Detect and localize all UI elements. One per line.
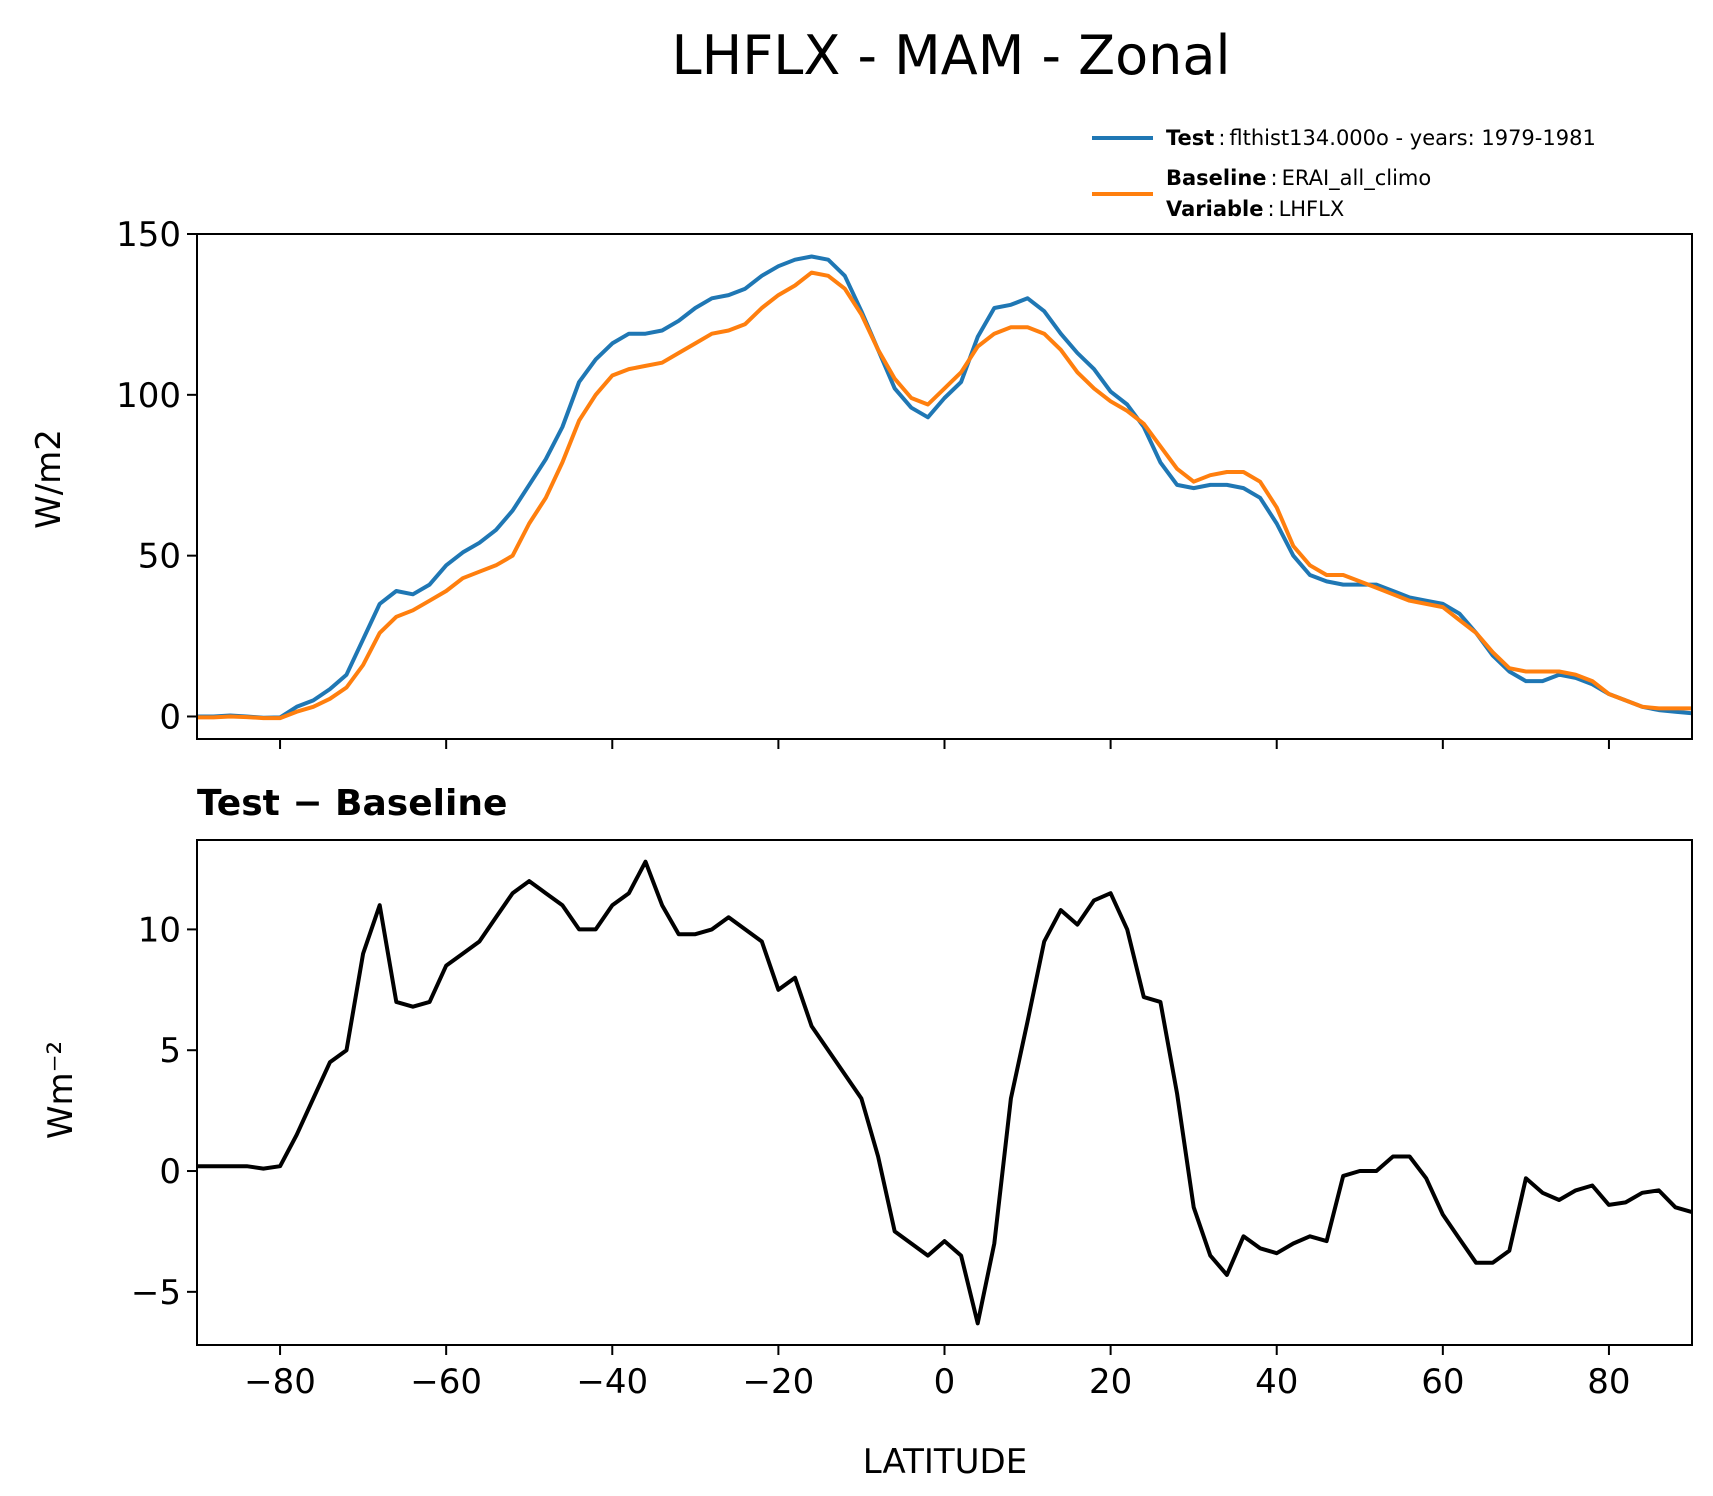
x-axis-label: LATITUDE xyxy=(863,1442,1027,1482)
bottom-x-tick-label: 20 xyxy=(1089,1362,1132,1402)
bottom-x-tick-label: −20 xyxy=(743,1362,815,1402)
legend-baseline: Baseline: ERAI_all_climo xyxy=(1166,166,1431,191)
legend-test: Test: flthist134.000o - years: 1979-1981 xyxy=(1166,126,1596,150)
top-axis-ticks: 0 50 100 150 xyxy=(116,215,1610,749)
legend-baseline-label: Baseline xyxy=(1166,166,1267,190)
legend-test-label: Test xyxy=(1166,126,1214,150)
top-y-tick-label: 150 xyxy=(116,215,181,255)
legend: Test: flthist134.000o - years: 1979-1981 … xyxy=(1092,126,1596,221)
top-y-axis-label: W/m2 xyxy=(29,429,69,529)
bottom-x-tick-label: 80 xyxy=(1587,1362,1630,1402)
legend-variable-text: LHFLX xyxy=(1279,197,1345,221)
bottom-series-line-difference xyxy=(197,859,1692,1326)
top-series-line-baseline xyxy=(197,270,1692,721)
top-y-tick-label: 100 xyxy=(116,376,181,416)
bottom-y-axis-label: Wm⁻² xyxy=(41,1041,81,1139)
top-y-tick-label: 50 xyxy=(138,537,181,577)
bottom-x-tick-label: −40 xyxy=(576,1362,648,1402)
top-series-group xyxy=(197,254,1692,721)
bottom-panel-title: Test − Baseline xyxy=(197,783,507,824)
bottom-x-tick-label: 40 xyxy=(1255,1362,1298,1402)
top-y-tick-label: 0 xyxy=(159,697,181,737)
bottom-x-tick-label: 0 xyxy=(934,1362,956,1402)
legend-variable: Variable: LHFLX xyxy=(1166,197,1344,221)
bottom-series-group xyxy=(197,859,1692,1326)
top-series-line-test xyxy=(197,254,1692,720)
top-axes-frame xyxy=(196,233,1693,740)
bottom-y-tick-label: −5 xyxy=(131,1273,181,1313)
bottom-axis-ticks: −5 0 5 10 −80 −60 −40 −20 0 20 40 60 80 xyxy=(131,910,1631,1402)
figure-title: LHFLX - MAM - Zonal xyxy=(672,24,1231,87)
legend-baseline-text: ERAI_all_climo xyxy=(1282,166,1432,191)
bottom-x-tick-label: 60 xyxy=(1421,1362,1464,1402)
legend-test-text: flthist134.000o - years: 1979-1981 xyxy=(1229,126,1595,150)
legend-variable-label: Variable xyxy=(1166,197,1263,221)
bottom-panel: Test − Baseline Wm⁻² LATITUDE −50510−80−… xyxy=(41,783,1693,1482)
top-panel: W/m2 0 50 100 150 xyxy=(29,215,1693,749)
bottom-x-tick-label: −80 xyxy=(244,1362,316,1402)
bottom-y-tick-label: 10 xyxy=(138,910,181,950)
bottom-x-tick-label: −60 xyxy=(410,1362,482,1402)
bottom-axes-frame xyxy=(196,839,1693,1346)
bottom-y-tick-label: 5 xyxy=(159,1031,181,1071)
bottom-y-tick-label: 0 xyxy=(159,1152,181,1192)
